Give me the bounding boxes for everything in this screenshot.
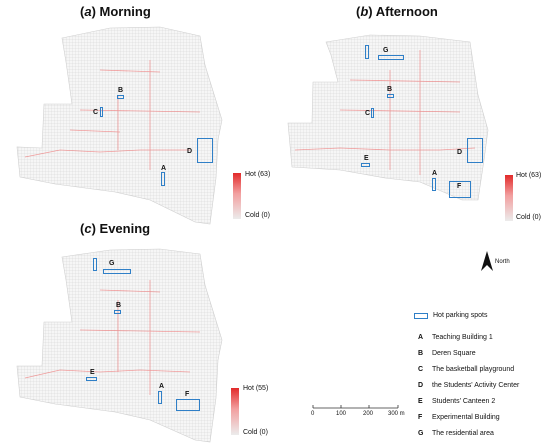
label-a: A [432, 170, 438, 177]
hot-spot-e [86, 377, 97, 381]
label-b: B [387, 86, 393, 93]
scale-tick-200: 200 [363, 411, 374, 417]
campus-outline-b [287, 34, 489, 201]
scale-bar [312, 405, 399, 409]
label-b: B [118, 87, 124, 94]
hot-spot-d [197, 138, 213, 163]
legend-item-e: E Students' Canteen 2 [418, 398, 496, 405]
legend-item-g: G The residential area [418, 430, 494, 437]
hot-spot-g-vert [365, 45, 369, 59]
label-e: E [90, 369, 95, 376]
label-f: F [457, 183, 462, 190]
legend-item-b: B Deren Square [418, 350, 476, 357]
map-panel-b [287, 34, 489, 201]
label-b: B [116, 302, 122, 309]
hot-spot-g-vert [93, 258, 97, 271]
scale-tick-0: 0 [311, 411, 315, 417]
hot-traces-b [294, 50, 476, 175]
colorbar-b-cold: Cold (0) [516, 214, 541, 221]
hot-spot-f [176, 399, 200, 411]
hot-spot-c [371, 108, 374, 118]
colorbar-a [233, 173, 241, 219]
map-panel-c [16, 248, 223, 443]
colorbar-c [231, 388, 239, 435]
north-label: North [495, 259, 510, 265]
colorbar-c-cold: Cold (0) [243, 429, 268, 436]
label-a: A [159, 383, 165, 390]
label-f: F [185, 391, 190, 398]
legend-item-c: C The basketball playground [418, 366, 515, 373]
hot-spot-f [449, 181, 471, 198]
hot-spot-c [100, 107, 103, 117]
panel-b-title: (b) Afternoon [356, 4, 438, 19]
legend-item-a: A Teaching Building 1 [418, 334, 493, 341]
hot-spot-b [387, 94, 394, 98]
label-d: D [187, 148, 193, 155]
label-e: E [364, 155, 369, 162]
hot-spot-d [467, 138, 483, 163]
label-c: C [93, 109, 99, 116]
campus-outline-c [16, 248, 223, 443]
map-panel-a [16, 26, 223, 225]
panel-a-title: (a) Morning [80, 4, 151, 19]
colorbar-a-hot: Hot (63) [245, 171, 271, 178]
label-d: D [457, 149, 463, 156]
north-arrow [481, 251, 493, 271]
hot-spot-g [103, 269, 131, 274]
label-a: A [161, 165, 167, 172]
colorbar-c-hot: Hot (55) [243, 385, 269, 392]
hot-spot-a [161, 172, 165, 186]
scale-tick-100: 100 [336, 411, 347, 417]
colorbar-a-cold: Cold (0) [245, 212, 270, 219]
colorbar-b [505, 175, 513, 221]
hot-spot-e [361, 163, 370, 167]
panel-c-title: (c) Evening [80, 221, 151, 236]
campus-outline-a [16, 26, 223, 225]
hot-spot-b [117, 95, 124, 99]
hot-spot-legend-label: Hot parking spots [433, 312, 488, 319]
hot-spot-b [114, 310, 121, 314]
legend-item-f: F Experimental Building [418, 414, 500, 421]
hot-traces-c [24, 280, 201, 395]
hot-spot-g [378, 55, 404, 60]
label-g: G [383, 47, 389, 54]
label-g: G [109, 260, 115, 267]
scale-tick-300: 300 m [388, 411, 405, 417]
hot-spot-a [158, 391, 162, 404]
label-c: C [365, 110, 371, 117]
colorbar-b-hot: Hot (63) [516, 172, 542, 179]
hot-spot-a [432, 178, 436, 191]
hot-spot-legend-swatch [414, 313, 428, 319]
